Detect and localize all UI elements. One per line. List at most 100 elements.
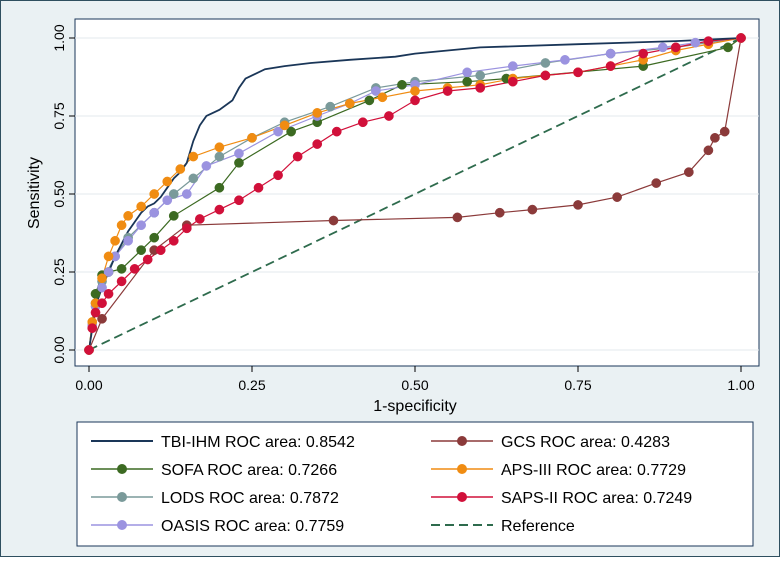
point-saps-ii: [97, 298, 107, 309]
point-lods: [188, 173, 199, 184]
point-saps-ii: [116, 276, 127, 287]
point-aps-iii: [344, 98, 355, 109]
point-oasis: [162, 195, 173, 206]
point-saps-ii: [181, 223, 192, 234]
point-aps-iii: [312, 108, 323, 118]
y-tick-label: 0.75: [51, 102, 67, 129]
point-gcs: [573, 200, 583, 210]
legend-marker-sofa: [117, 464, 127, 474]
series-markers: [84, 33, 746, 355]
point-oasis: [149, 207, 160, 218]
point-aps-iii: [377, 92, 388, 103]
point-gcs: [710, 132, 720, 143]
point-saps-ii: [540, 70, 551, 81]
point-aps-iii: [116, 220, 127, 231]
y-tick-label: 1.00: [51, 24, 67, 51]
point-oasis: [507, 61, 518, 71]
x-tick-label: 0.00: [75, 377, 102, 393]
point-saps-ii: [736, 33, 746, 43]
point-aps-iii: [97, 273, 107, 284]
point-sofa: [116, 264, 127, 274]
point-saps-ii: [670, 42, 681, 53]
point-lods: [540, 58, 551, 68]
point-saps-ii: [292, 151, 303, 162]
point-sofa: [136, 245, 147, 256]
point-sofa: [168, 210, 179, 221]
x-axis-label: 1-specificity: [373, 398, 457, 415]
series-line-tbi-ihm: [88, 37, 742, 351]
point-aps-iii: [188, 151, 199, 162]
point-saps-ii: [273, 170, 283, 181]
point-gcs: [703, 145, 714, 156]
point-oasis: [103, 267, 114, 277]
y-tick-label: 0.50: [51, 180, 67, 207]
point-saps-ii: [410, 95, 420, 106]
y-tick-label: 0.25: [51, 258, 67, 285]
legend-label-sofa: SOFA ROC area: 0.7266: [161, 462, 337, 479]
point-saps-ii: [84, 345, 94, 355]
point-lods: [214, 151, 225, 162]
legend-label-tbi-ihm: TBI-IHM ROC area: 0.8542: [161, 434, 355, 451]
point-lods: [475, 70, 486, 81]
point-saps-ii: [638, 48, 649, 59]
point-aps-iii: [175, 164, 186, 174]
point-aps-iii: [136, 201, 147, 212]
point-aps-iii: [247, 132, 257, 143]
point-sofa: [364, 95, 375, 106]
series-line-reference: [88, 37, 742, 351]
legend: TBI-IHM ROC area: 0.8542 GCS ROC area: 0.…: [91, 434, 692, 535]
point-saps-ii: [90, 307, 101, 318]
point-saps-ii: [194, 214, 205, 224]
point-oasis: [181, 189, 192, 199]
point-oasis: [690, 37, 701, 48]
point-lods: [325, 101, 336, 112]
point-oasis: [560, 54, 570, 65]
point-aps-iii: [103, 251, 114, 262]
point-saps-ii: [87, 323, 98, 334]
point-gcs: [527, 204, 538, 215]
legend-marker-saps-ii: [457, 492, 467, 502]
legend-marker-lods: [117, 492, 127, 502]
point-saps-ii: [507, 76, 518, 87]
point-saps-ii: [103, 288, 114, 299]
x-tick-label: 0.50: [401, 377, 428, 393]
legend-marker-oasis: [117, 520, 127, 530]
point-oasis: [123, 235, 133, 246]
point-oasis: [273, 126, 283, 137]
point-sofa: [397, 79, 407, 90]
point-oasis: [462, 67, 473, 78]
point-aps-iii: [214, 142, 225, 153]
point-gcs: [683, 167, 694, 178]
point-gcs: [494, 207, 505, 218]
point-saps-ii: [142, 254, 153, 265]
x-tick-label: 0.25: [238, 377, 265, 393]
legend-box: [76, 421, 754, 547]
point-sofa: [149, 232, 160, 243]
point-saps-ii: [253, 182, 264, 193]
point-gcs: [452, 212, 463, 223]
point-saps-ii: [703, 36, 714, 46]
point-oasis: [201, 161, 212, 171]
point-saps-ii: [234, 195, 244, 206]
legend-marker-gcs: [457, 436, 467, 446]
point-sofa: [462, 76, 473, 87]
y-tick-label: 0.00: [51, 336, 67, 363]
point-gcs: [612, 192, 622, 202]
point-sofa: [286, 126, 296, 137]
point-saps-ii: [168, 235, 179, 246]
point-oasis: [234, 148, 244, 159]
axes: 0.00 0.25 0.50 0.75 1.00 0.00 0.25 0.50 0.75 1.00: [51, 24, 755, 393]
point-saps-ii: [605, 61, 616, 71]
point-saps-ii: [155, 245, 166, 256]
point-sofa: [723, 42, 733, 53]
point-oasis: [605, 48, 616, 59]
point-saps-ii: [475, 83, 486, 93]
point-oasis: [657, 42, 668, 53]
x-tick-label: 1.00: [727, 377, 754, 393]
legend-label-saps-ii: SAPS-II ROC area: 0.7249: [501, 490, 692, 507]
point-aps-iii: [110, 235, 120, 246]
point-aps-iii: [149, 189, 160, 199]
point-saps-ii: [442, 86, 453, 96]
